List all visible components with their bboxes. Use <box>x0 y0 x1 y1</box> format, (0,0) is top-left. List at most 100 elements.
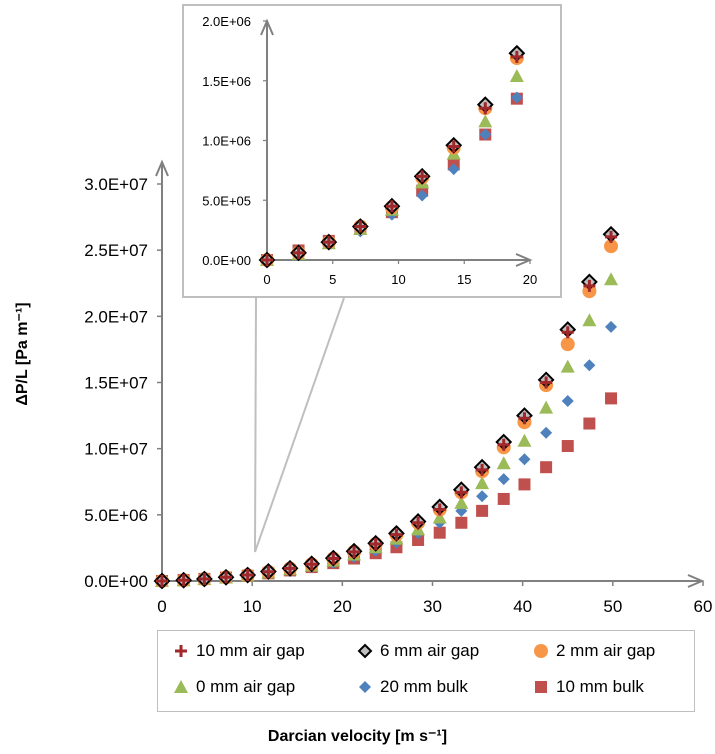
inset-y-tick-label: 1.5E+06 <box>202 74 251 89</box>
inset-data-point <box>447 140 460 153</box>
y-tick-label: 2.0E+07 <box>84 307 148 326</box>
x-tick-label: 40 <box>513 597 532 616</box>
data-point <box>412 533 425 546</box>
data-point <box>348 545 361 558</box>
legend-item: 10 mm air gap <box>172 641 305 661</box>
legend-marker-icon <box>535 681 547 693</box>
data-point <box>241 569 254 582</box>
legend-marker-icon <box>357 643 373 659</box>
data-point <box>518 412 531 425</box>
data-point <box>198 573 211 586</box>
x-tick-label: 0 <box>157 597 166 616</box>
inset-data-point <box>385 200 398 213</box>
data-point <box>583 359 596 372</box>
data-point <box>540 376 553 389</box>
legend: 10 mm air gap 6 mm air gap 2 mm air gap 0 m… <box>157 630 695 712</box>
x-tick-label: 10 <box>243 597 262 616</box>
data-point <box>561 326 574 339</box>
data-point <box>156 575 168 587</box>
inset-data-point <box>478 114 493 128</box>
data-point <box>605 230 618 243</box>
data-point <box>220 571 233 584</box>
data-point <box>497 438 510 451</box>
inset-x-tick-label: 10 <box>391 272 405 287</box>
legend-marker-icon <box>534 644 548 658</box>
y-tick-label: 2.5E+07 <box>84 241 148 260</box>
data-point <box>390 528 403 541</box>
data-point <box>497 492 510 505</box>
x-tick-label: 50 <box>603 597 622 616</box>
legend-label: 10 mm air gap <box>196 641 305 660</box>
legend-marker-icon <box>174 680 188 693</box>
data-point <box>561 395 574 408</box>
data-point <box>583 279 596 292</box>
inset-x-tick-label: 0 <box>263 272 270 287</box>
legend-marker-icon <box>359 681 371 693</box>
data-point <box>540 461 553 474</box>
callout-line <box>254 297 257 553</box>
data-point <box>583 417 596 430</box>
inset-data-point <box>416 189 429 202</box>
data-point <box>476 463 489 476</box>
data-point <box>476 490 489 503</box>
legend-label: 20 mm bulk <box>380 677 468 696</box>
inset-data-point <box>479 128 492 141</box>
inset-data-point <box>354 220 367 233</box>
data-point <box>475 476 490 490</box>
inset-x-tick-label: 15 <box>457 272 471 287</box>
inset-y-tick-label: 1.0E+06 <box>202 134 251 149</box>
data-point <box>497 473 510 486</box>
legend-item: 6 mm air gap <box>356 641 479 661</box>
data-point <box>412 516 425 529</box>
data-point <box>476 504 489 517</box>
x-tick-label: 60 <box>694 597 713 616</box>
legend-item: 20 mm bulk <box>356 677 468 697</box>
data-point <box>539 400 554 414</box>
data-point <box>432 510 447 524</box>
inset-y-tick-label: 5.0E+05 <box>202 193 251 208</box>
inset-data-point <box>510 50 523 63</box>
inset-y-tick-label: 0.0E+00 <box>202 253 251 268</box>
data-point <box>455 486 468 499</box>
data-point <box>262 565 275 578</box>
data-point <box>369 537 382 550</box>
x-axis-title: Darcian velocity [m s⁻¹] <box>267 728 448 745</box>
y-tick-label: 0.0E+00 <box>84 572 148 591</box>
inset-data-point <box>322 236 335 249</box>
y-tick-label: 3.0E+07 <box>84 175 148 194</box>
legend-marker-icon <box>175 645 187 657</box>
data-point <box>305 558 318 571</box>
data-point <box>284 562 297 575</box>
data-point <box>517 433 532 447</box>
data-point <box>177 574 190 587</box>
data-point <box>433 526 446 539</box>
axis-arrow-icon <box>687 574 705 588</box>
data-point <box>604 239 619 254</box>
data-point <box>560 337 575 352</box>
inset-y-tick-label: 2.0E+06 <box>202 14 251 29</box>
inset-data-point <box>510 91 523 104</box>
data-point <box>454 495 469 509</box>
y-tick-label: 1.5E+07 <box>84 374 148 393</box>
data-point <box>561 440 574 453</box>
legend-item: 0 mm air gap <box>172 677 295 697</box>
x-tick-label: 30 <box>423 597 442 616</box>
y-axis-title: ΔP/L [Pa m⁻¹] <box>14 302 31 406</box>
inset-x-tick-label: 5 <box>329 272 336 287</box>
legend-label: 0 mm air gap <box>196 677 296 696</box>
axis-arrow-icon <box>155 159 169 177</box>
data-point <box>496 456 511 470</box>
legend-label: 6 mm air gap <box>380 641 480 660</box>
inset-data-point <box>509 68 524 82</box>
data-point <box>604 272 619 286</box>
x-tick-label: 20 <box>333 597 352 616</box>
callout-line <box>254 297 345 553</box>
legend-label: 2 mm air gap <box>556 641 656 660</box>
inset-data-point <box>292 246 305 259</box>
data-point <box>560 359 575 373</box>
data-point <box>605 320 618 333</box>
legend-label: 10 mm bulk <box>556 677 644 696</box>
data-point <box>433 503 446 516</box>
